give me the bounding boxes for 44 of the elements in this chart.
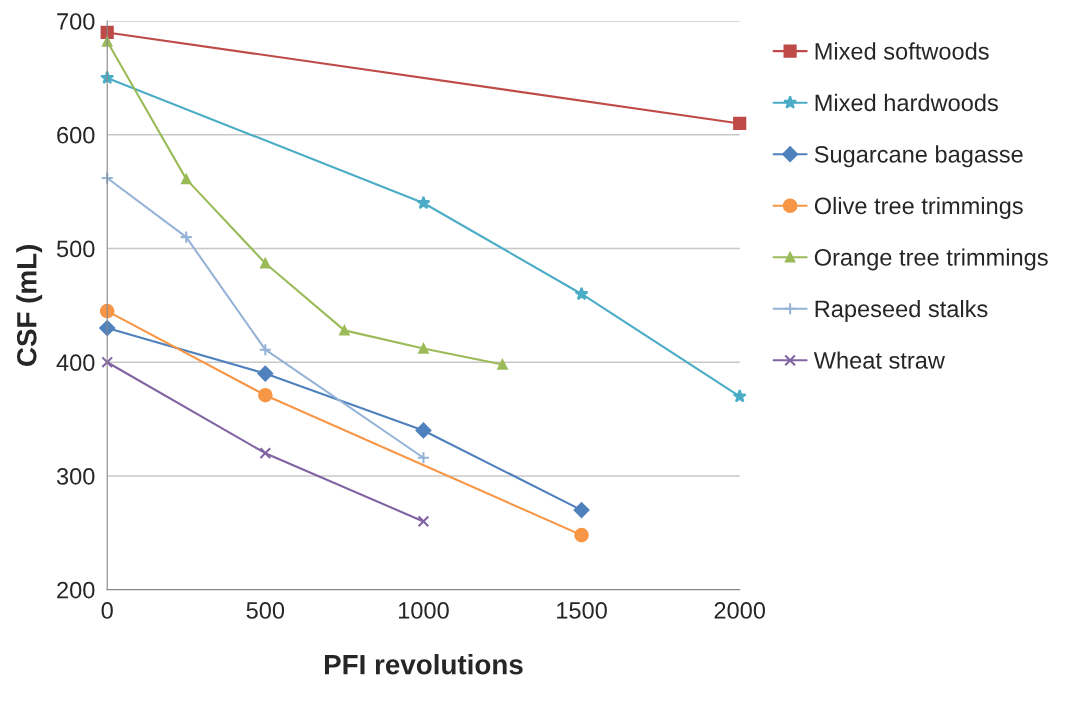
point [732,389,747,403]
point [99,303,115,319]
y-axis-title: CSF (mL) [16,245,43,366]
y-tick-label: 200 [57,581,95,599]
x-tick-label: 1000 [398,602,449,619]
legend-label: Olive tree trimmings [814,196,1023,219]
point [339,325,350,336]
x-tick-label: 1500 [557,602,607,619]
x-tick-label: 0 [101,602,113,619]
x-tick-label: 500 [246,602,285,619]
point [260,258,271,269]
point [733,116,747,131]
y-tick-label: 500 [56,240,95,258]
legend-label: Mixed softwoods [815,42,989,60]
point [415,422,432,439]
x-axis-title: PFI revolutions [324,654,523,675]
point [100,171,114,185]
point [259,447,272,460]
point [416,195,431,210]
point [418,343,429,354]
point [497,359,508,370]
legend-label: Mixed hardwoods [815,93,998,112]
y-tick-label: 600 [57,126,95,144]
point [257,365,274,382]
legend-label: Sugarcane bagasse [814,145,1023,168]
point [99,320,116,337]
point [573,502,590,518]
point [258,387,273,403]
y-tick-label: 400 [56,354,95,372]
point [101,36,113,47]
y-tick-label: 300 [56,468,95,485]
legend-label: Wheat straw [813,351,945,369]
point [574,286,589,301]
legend-label: Rapeseed stalks [815,299,988,322]
x-tick-label: 2000 [714,602,766,619]
legend-label: Orange tree trimmings [814,248,1048,271]
point [574,527,589,543]
point [101,356,114,369]
point [258,343,272,357]
y-tick-label: 700 [57,13,95,30]
point [181,173,192,185]
point [179,230,193,244]
point [416,451,431,465]
point [417,515,430,528]
